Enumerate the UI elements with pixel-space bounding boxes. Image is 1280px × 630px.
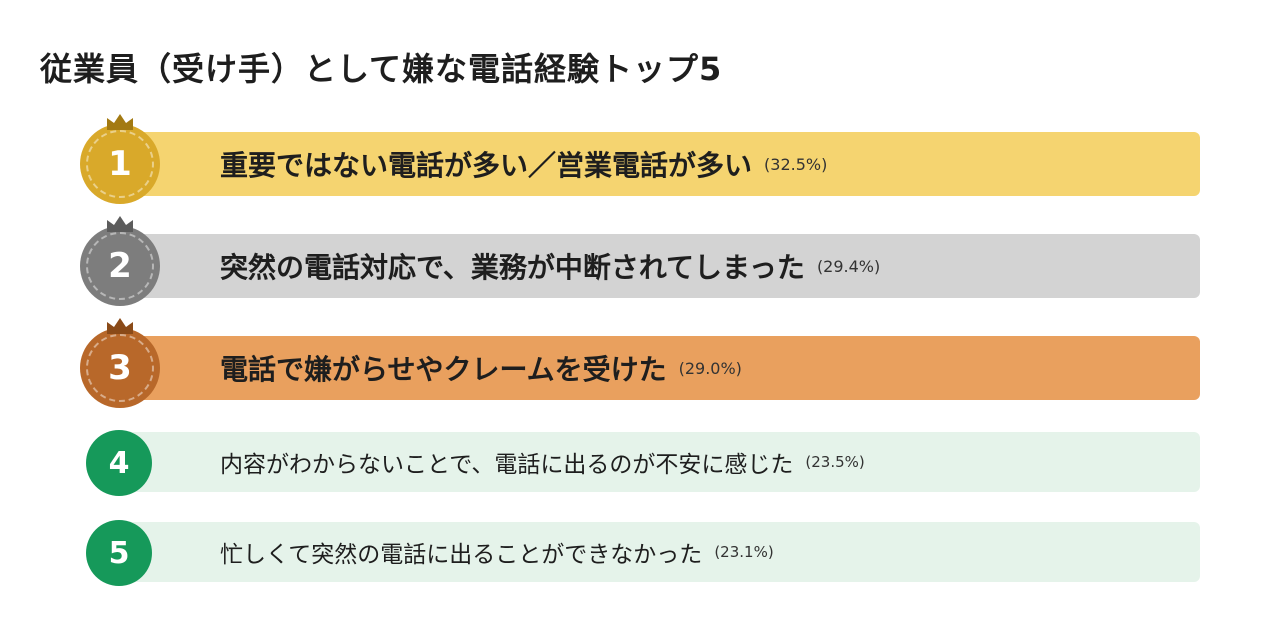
- ranking-text: 突然の電話対応で、業務が中断されてしまった: [220, 251, 805, 284]
- ranking-item-5: 忙しくて突然の電話に出ることができなかった (23.1%) 5: [80, 520, 1200, 586]
- ranking-percent: (23.5%): [805, 453, 865, 471]
- ranking-percent: (29.0%): [678, 358, 742, 378]
- ranking-item-3: 電話で嫌がらせやクレームを受けた (29.0%) 3: [80, 318, 1200, 408]
- silver-medal-badge: 2: [80, 216, 160, 306]
- ranking-percent: (29.4%): [816, 256, 881, 276]
- ranking-item-1: 重要ではない電話が多い／営業電話が多い (32.5%) 1: [80, 114, 1200, 204]
- crown-icon: [107, 216, 133, 232]
- rank-badge: 4: [86, 430, 152, 496]
- ranking-percent: (32.5%): [764, 154, 828, 174]
- ranking-bar: 忙しくて突然の電話に出ることができなかった (23.1%): [120, 522, 1200, 582]
- ranking-bar: 内容がわからないことで、電話に出るのが不安に感じた (23.5%): [120, 432, 1200, 492]
- ranking-bar: 重要ではない電話が多い／営業電話が多い (32.5%): [120, 132, 1200, 196]
- crown-icon: [107, 114, 133, 130]
- ranking-bar: 突然の電話対応で、業務が中断されてしまった (29.4%): [120, 234, 1200, 298]
- ranking-item-2: 突然の電話対応で、業務が中断されてしまった (29.4%) 2: [80, 216, 1200, 306]
- page-title: 従業員（受け手）として嫌な電話経験トップ5: [40, 50, 723, 88]
- rank-badge: 5: [86, 520, 152, 586]
- ranking-text: 重要ではない電話が多い／営業電話が多い: [220, 149, 753, 182]
- rank-number: 5: [108, 535, 130, 571]
- ranking-item-4: 内容がわからないことで、電話に出るのが不安に感じた (23.5%) 4: [80, 430, 1200, 496]
- ranking-text: 電話で嫌がらせやクレームを受けた: [220, 353, 667, 386]
- ranking-percent: (23.1%): [714, 543, 774, 561]
- crown-icon: [107, 318, 133, 334]
- ranking-bar: 電話で嫌がらせやクレームを受けた (29.0%): [120, 336, 1200, 400]
- rank-number: 4: [108, 445, 130, 481]
- gold-medal-badge: 1: [80, 114, 160, 204]
- ranking-text: 忙しくて突然の電話に出ることができなかった: [220, 542, 703, 568]
- ranking-text: 内容がわからないことで、電話に出るのが不安に感じた: [220, 452, 794, 478]
- bronze-medal-badge: 3: [80, 318, 160, 408]
